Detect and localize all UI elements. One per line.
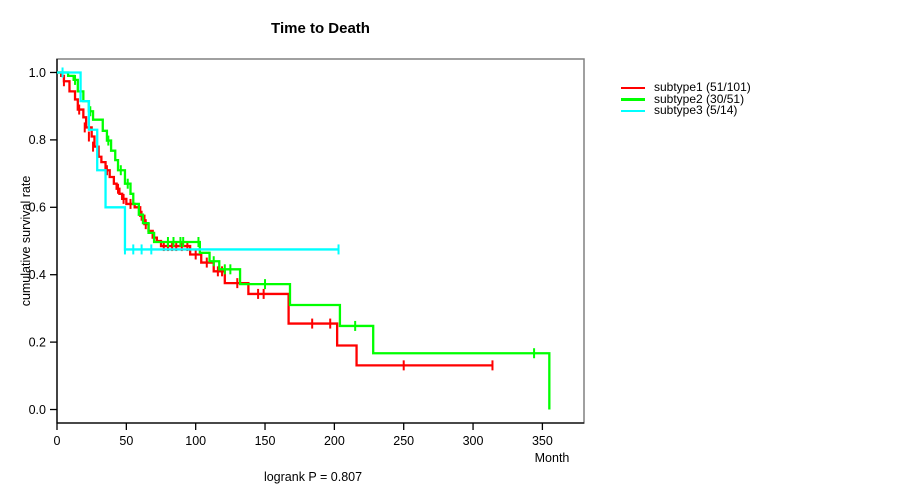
y-tick-label: 1.0	[29, 66, 46, 80]
legend-line-swatch	[621, 109, 645, 112]
plot-box	[56, 58, 585, 424]
x-tick-label: 100	[185, 434, 206, 448]
legend-label: subtype3 (5/14)	[654, 103, 738, 117]
censor-marks-2	[74, 74, 536, 359]
censor-marks-1	[62, 76, 494, 371]
x-tick-label: 200	[324, 434, 345, 448]
y-axis-ticks: 0.0 0.2 0.4 0.6 0.8 1.0	[29, 66, 57, 417]
y-axis-label: cumulative survival rate	[19, 175, 33, 307]
logrank-pvalue-note: logrank P = 0.807	[263, 470, 363, 484]
y-tick-label: 0.4	[29, 268, 46, 282]
legend-item-subtype3: subtype3 (5/14)	[621, 103, 751, 117]
x-tick-label: 300	[463, 434, 484, 448]
x-tick-label: 50	[119, 434, 133, 448]
y-tick-label: 0.6	[29, 201, 46, 215]
legend-line-swatch	[621, 98, 645, 101]
x-axis-label: Month	[534, 451, 570, 465]
chart-title: Time to Death	[271, 20, 370, 37]
y-tick-label: 0.8	[29, 133, 46, 147]
censor-marks-3	[61, 67, 340, 255]
x-tick-label: 150	[255, 434, 276, 448]
survival-curve-1	[57, 71, 493, 367]
y-tick-label: 0.2	[29, 335, 46, 349]
x-tick-label: 250	[393, 434, 414, 448]
x-tick-label: 350	[532, 434, 553, 448]
legend-item-subtype2: subtype2 (30/51)	[621, 91, 751, 106]
legend-item-subtype1: subtype1 (51/101)	[621, 80, 751, 94]
y-tick-label: 0.0	[29, 403, 46, 417]
survival-curve-3	[57, 71, 339, 251]
legend-label: subtype2 (30/51)	[654, 91, 745, 106]
legend: subtype1 (51/101) subtype2 (30/51) subty…	[621, 80, 751, 117]
x-tick-label: 0	[54, 434, 61, 448]
survival-curve-2	[57, 71, 551, 410]
legend-label: subtype1 (51/101)	[654, 80, 751, 94]
legend-line-swatch	[621, 86, 645, 89]
x-axis-ticks: 0 50 100 150 200 250 300 350	[54, 423, 553, 448]
